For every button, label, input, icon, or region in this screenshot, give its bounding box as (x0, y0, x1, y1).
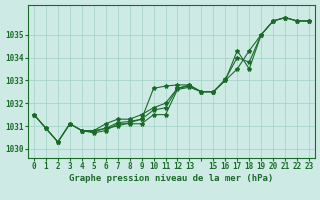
X-axis label: Graphe pression niveau de la mer (hPa): Graphe pression niveau de la mer (hPa) (69, 174, 274, 183)
